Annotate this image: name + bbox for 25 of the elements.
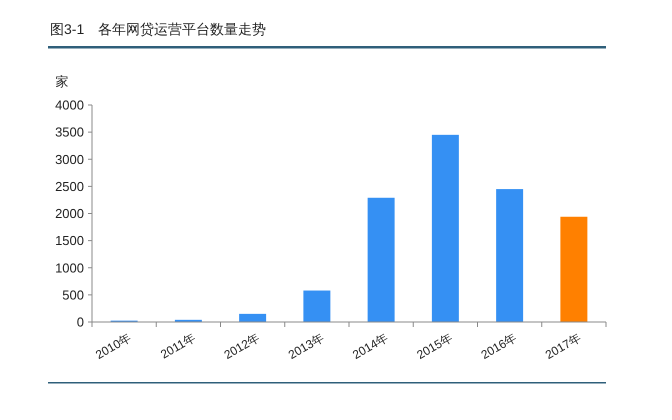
x-tick-label: 2015年: [414, 330, 455, 362]
x-tick-label: 2017年: [542, 330, 584, 362]
bar: [303, 290, 330, 322]
x-tick-label: 2010年: [93, 330, 134, 362]
y-tick-label: 500: [62, 287, 84, 302]
x-tick-label: 2012年: [222, 330, 262, 362]
x-tick-label: 2014年: [350, 330, 391, 362]
y-tick-label: 3000: [55, 152, 84, 167]
y-tick-label: 0: [76, 314, 84, 330]
y-tick-label: 1500: [55, 233, 84, 248]
bar: [368, 198, 395, 322]
y-tick-label: 3500: [55, 124, 84, 140]
y-tick-label: 1000: [55, 260, 84, 276]
y-tick-label: 4000: [55, 98, 84, 113]
x-tick-label: 2013年: [286, 330, 326, 362]
x-tick-label: 2016年: [478, 330, 520, 362]
y-axis-title: 家: [56, 74, 68, 89]
chart-title: 图3-1 各年网贷运营平台数量走势: [50, 21, 266, 37]
bar: [432, 134, 459, 322]
bar: [496, 189, 524, 322]
x-tick-label: 2011年: [158, 330, 198, 362]
bar: [560, 216, 588, 322]
bar: [239, 314, 266, 322]
y-tick-label: 2000: [55, 206, 84, 222]
y-tick-label: 2500: [55, 178, 84, 194]
